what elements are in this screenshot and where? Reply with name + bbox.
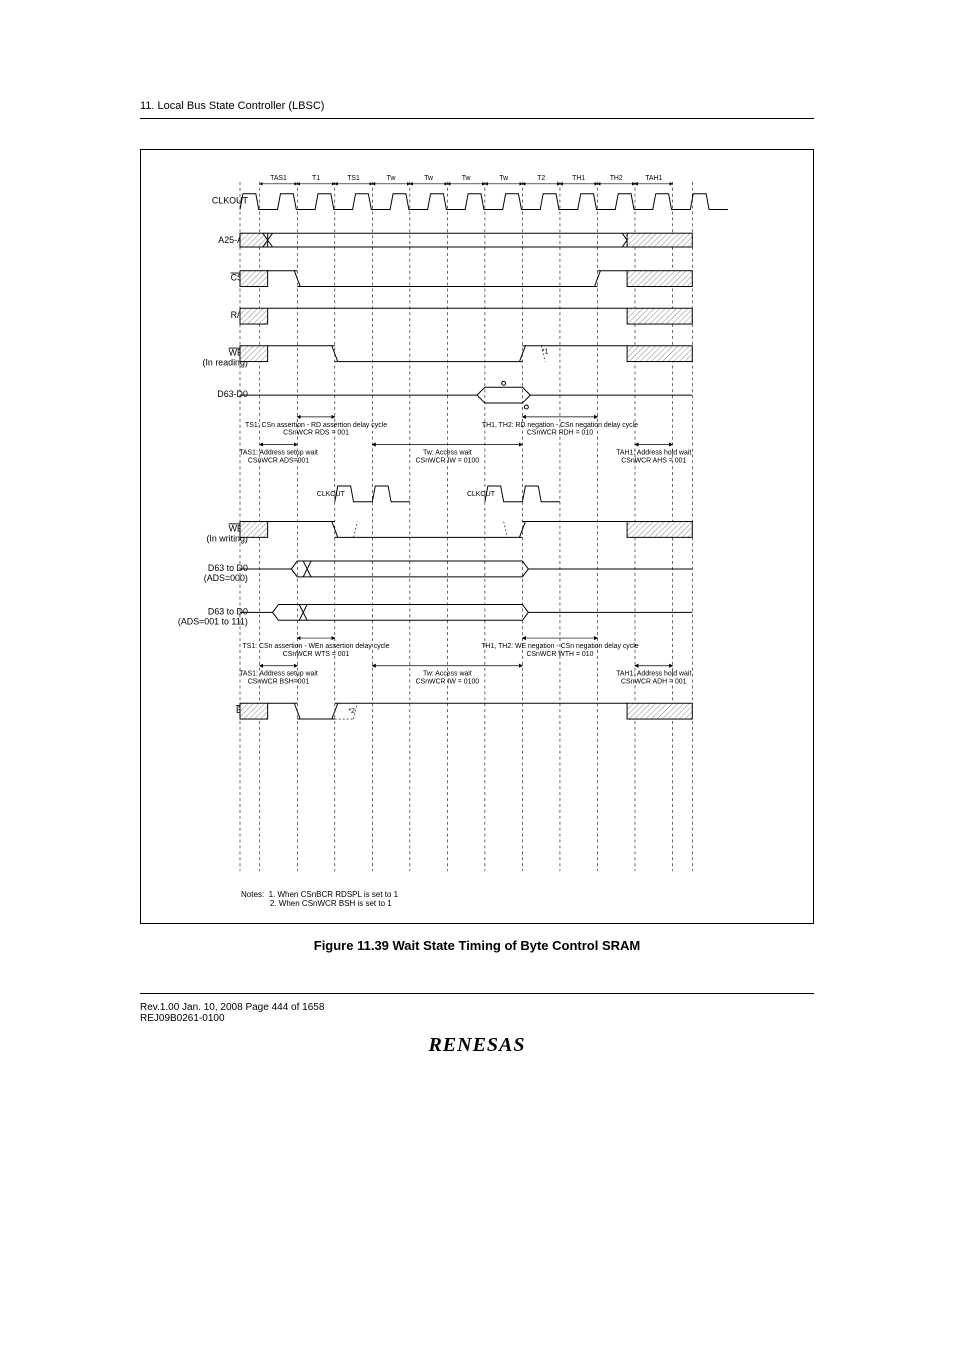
- section-header: 11. Local Bus State Controller (LBSC): [140, 100, 814, 119]
- svg-text:TH2: TH2: [610, 175, 623, 182]
- svg-text:CSnWCR WTH = 010: CSnWCR WTH = 010: [526, 651, 593, 658]
- svg-text:Tw: Tw: [424, 175, 433, 182]
- svg-text:CSnWCR BSH=001: CSnWCR BSH=001: [248, 679, 310, 686]
- footer-doc: REJ09B0261-0100: [140, 1013, 814, 1024]
- svg-text:TS1: CSn assertion - RD assert: TS1: CSn assertion - RD assertion delay …: [245, 422, 387, 429]
- svg-text:(ADS=001 to 111): (ADS=001 to 111): [178, 616, 248, 626]
- svg-text:TS1: TS1: [347, 175, 360, 182]
- svg-text:TH1, TH2: WE negation - CSn ne: TH1, TH2: WE negation - CSn negation del…: [481, 643, 638, 650]
- svg-text:CLKOUT: CLKOUT: [212, 196, 249, 206]
- svg-text:(ADS=000): (ADS=000): [204, 573, 248, 583]
- page-footer: Rev.1.00 Jan. 10, 2008 Page 444 of 1658 …: [140, 993, 814, 1057]
- svg-text:CSnWCR AHS = 001: CSnWCR AHS = 001: [621, 457, 686, 464]
- svg-text:CSnWCR IW = 0100: CSnWCR IW = 0100: [416, 679, 480, 686]
- timing-svg: TAS1T1TS1TwTwTwTwT2TH1TH2TAH1CLKOUTA25-A…: [161, 170, 793, 881]
- svg-text:D63-D0: D63-D0: [217, 389, 248, 399]
- svg-text:TS1: CSn assertion - WEn asser: TS1: CSn assertion - WEn assertion delay…: [243, 643, 390, 650]
- svg-text:CLKOUT: CLKOUT: [467, 491, 496, 498]
- svg-text:CSnWCR ADS=001: CSnWCR ADS=001: [248, 457, 309, 464]
- svg-text:TAH1: TAH1: [645, 175, 662, 182]
- footer-rev: Rev.1.00 Jan. 10, 2008 Page 444 of 1658: [140, 1002, 814, 1013]
- svg-text:TAH1: Address hold wait: TAH1: Address hold wait: [616, 449, 691, 456]
- svg-text:Tw: Tw: [499, 175, 508, 182]
- renesas-logo: RENESAS: [140, 1034, 814, 1057]
- svg-text:CSnWCR RDS = 001: CSnWCR RDS = 001: [283, 430, 349, 437]
- section-number: 11. Local Bus State Controller (LBSC): [140, 100, 324, 112]
- svg-text:*2: *2: [348, 708, 355, 715]
- svg-text:CLKOUT: CLKOUT: [317, 491, 346, 498]
- svg-text:CSnWCR RDH = 010: CSnWCR RDH = 010: [527, 430, 593, 437]
- svg-text:*1: *1: [542, 349, 549, 356]
- svg-text:CSnWCR ADH = 001: CSnWCR ADH = 001: [621, 679, 687, 686]
- svg-text:Tw: Tw: [462, 175, 471, 182]
- figure-caption: Figure 11.39 Wait State Timing of Byte C…: [140, 938, 814, 953]
- note-2: 2. When CSnWCR BSH is set to 1: [270, 899, 392, 908]
- svg-text:Tw: Access wait: Tw: Access wait: [423, 671, 472, 678]
- timing-diagram: TAS1T1TS1TwTwTwTwT2TH1TH2TAH1CLKOUTA25-A…: [140, 149, 814, 924]
- svg-text:D63 to D0: D63 to D0: [208, 563, 248, 573]
- svg-text:TAS1: Address setup wait: TAS1: Address setup wait: [239, 671, 318, 678]
- notes-block: Notes: 1. When CSnBCR RDSPL is set to 1 …: [241, 890, 793, 908]
- svg-text:CSnWCR WTS = 001: CSnWCR WTS = 001: [283, 651, 350, 658]
- svg-text:TAH1: Address hold wait: TAH1: Address hold wait: [616, 671, 691, 678]
- svg-text:TH1, TH2: RD negation - CSn ne: TH1, TH2: RD negation - CSn negation del…: [482, 422, 638, 429]
- svg-text:D63 to D0: D63 to D0: [208, 606, 248, 616]
- svg-text:CSnWCR IW = 0100: CSnWCR IW = 0100: [416, 457, 480, 464]
- svg-text:Tw: Tw: [387, 175, 396, 182]
- svg-text:T1: T1: [312, 175, 320, 182]
- svg-text:TH1: TH1: [572, 175, 585, 182]
- svg-text:TAS1: TAS1: [270, 175, 287, 182]
- note-1: 1. When CSnBCR RDSPL is set to 1: [269, 890, 399, 899]
- svg-text:TAS1: Address setup wait: TAS1: Address setup wait: [239, 449, 318, 456]
- svg-text:T2: T2: [537, 175, 545, 182]
- notes-label: Notes:: [241, 890, 264, 899]
- svg-text:Tw: Access wait: Tw: Access wait: [423, 449, 472, 456]
